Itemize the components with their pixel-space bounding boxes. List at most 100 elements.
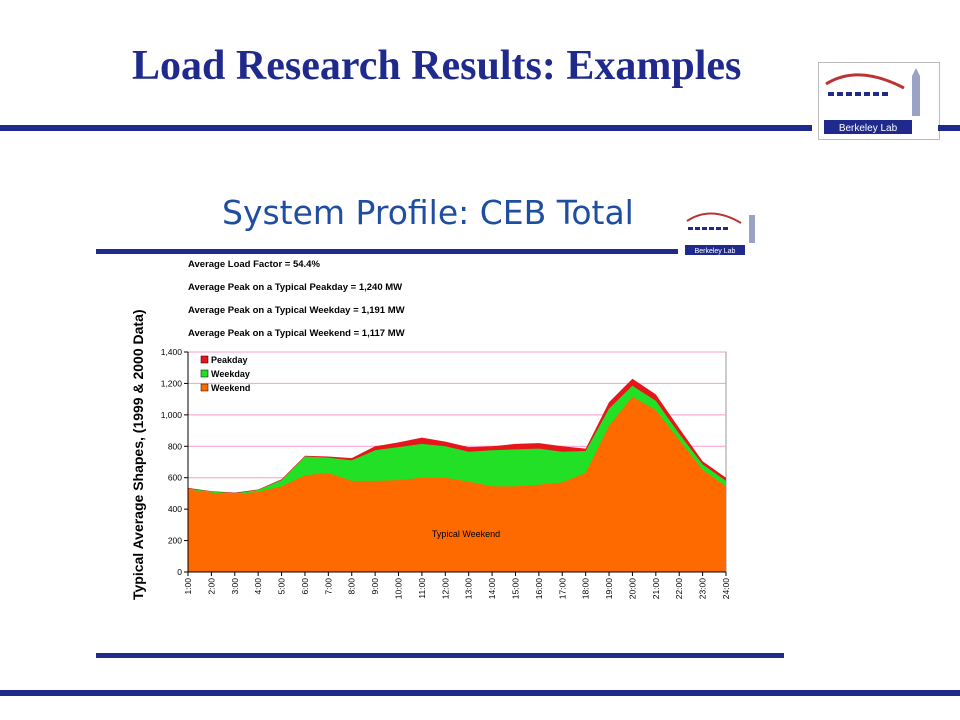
logo-text: Berkeley Lab xyxy=(839,123,898,134)
data-point-weekend xyxy=(351,480,353,482)
slide-title: Load Research Results: Examples xyxy=(132,43,742,89)
y-tick-label: 200 xyxy=(168,536,182,546)
x-tick-label: 23:00 xyxy=(698,578,708,600)
legend-label-weekend: Weekend xyxy=(211,383,250,393)
data-point-peakday xyxy=(491,446,493,448)
legend-swatch-weekend xyxy=(200,383,209,392)
data-point-weekend xyxy=(234,493,236,495)
data-point-weekday xyxy=(421,443,423,445)
header-divider xyxy=(0,125,812,131)
data-point-peakday xyxy=(445,441,447,443)
data-point-weekday xyxy=(445,446,447,448)
y-tick-label: 1,400 xyxy=(161,347,183,357)
header-divider-right xyxy=(938,125,960,131)
x-tick-label: 21:00 xyxy=(651,578,661,600)
data-point-peakday xyxy=(702,460,704,462)
data-point-weekend xyxy=(632,396,634,398)
x-tick-label: 2:00 xyxy=(206,578,216,595)
chart-title-underline xyxy=(96,249,678,254)
y-tick-label: 800 xyxy=(168,441,182,451)
data-point-weekend xyxy=(608,425,610,427)
annotation-typical-weekend: Typical Weekend xyxy=(432,529,500,539)
x-tick-label: 1:00 xyxy=(183,578,193,595)
y-tick-label: 600 xyxy=(168,473,182,483)
data-point-weekday xyxy=(655,400,657,402)
data-point-weekday xyxy=(515,449,517,451)
data-point-weekend xyxy=(655,409,657,411)
stat-load-factor: Average Load Factor = 54.4% xyxy=(188,259,320,270)
data-point-peakday xyxy=(468,446,470,448)
data-point-weekend xyxy=(445,477,447,479)
data-point-weekday xyxy=(702,464,704,466)
x-tick-label: 13:00 xyxy=(464,578,474,600)
data-point-peakday xyxy=(608,402,610,404)
data-point-peakday xyxy=(398,442,400,444)
data-point-weekend xyxy=(421,477,423,479)
x-tick-label: 4:00 xyxy=(253,578,263,595)
data-point-weekend xyxy=(328,472,330,474)
x-tick-label: 19:00 xyxy=(604,578,614,600)
data-point-weekend xyxy=(678,439,680,441)
data-point-peakday xyxy=(562,446,564,448)
data-point-weekend xyxy=(281,486,283,488)
data-point-weekend xyxy=(491,486,493,488)
data-point-weekday xyxy=(257,489,259,491)
x-tick-label: 24:00 xyxy=(721,578,731,600)
area-weekend xyxy=(188,396,726,572)
x-tick-label: 12:00 xyxy=(440,578,450,600)
data-point-weekday xyxy=(351,460,353,462)
data-point-weekday xyxy=(468,451,470,453)
x-tick-label: 10:00 xyxy=(394,578,404,600)
data-point-weekend xyxy=(211,492,213,494)
data-point-weekend xyxy=(304,475,306,477)
x-tick-label: 5:00 xyxy=(277,578,287,595)
data-point-weekday xyxy=(632,385,634,387)
y-tick-label: 400 xyxy=(168,504,182,514)
chart-title: System Profile: CEB Total xyxy=(222,193,634,232)
x-tick-label: 9:00 xyxy=(370,578,380,595)
data-point-peakday xyxy=(374,446,376,448)
legend-label-peakday: Peakday xyxy=(211,355,248,365)
data-point-weekday xyxy=(398,446,400,448)
legend-label-weekday: Weekday xyxy=(211,369,250,379)
footer-divider-inner xyxy=(96,653,784,658)
data-point-weekday xyxy=(725,480,727,482)
data-point-peakday xyxy=(351,457,353,459)
data-point-weekday xyxy=(374,449,376,451)
data-point-peakday xyxy=(585,448,587,450)
stats-block: Average Load Factor = 54.4% Average Peak… xyxy=(188,258,405,350)
x-tick-label: 17:00 xyxy=(557,578,567,600)
x-tick-label: 11:00 xyxy=(417,578,427,599)
data-point-weekend xyxy=(562,482,564,484)
x-tick-label: 8:00 xyxy=(347,578,357,595)
data-point-weekday xyxy=(281,479,283,481)
data-point-peakday xyxy=(632,378,634,380)
data-point-weekend xyxy=(702,469,704,471)
data-point-peakday xyxy=(655,394,657,396)
data-point-weekday xyxy=(608,408,610,410)
data-point-weekend xyxy=(374,480,376,482)
data-point-weekday xyxy=(562,451,564,453)
data-point-weekday xyxy=(538,448,540,450)
data-point-peakday xyxy=(678,427,680,429)
data-point-weekday xyxy=(491,449,493,451)
data-point-weekend xyxy=(468,481,470,483)
data-point-weekend xyxy=(538,484,540,486)
y-tick-label: 1,000 xyxy=(161,410,183,420)
data-point-weekend xyxy=(585,472,587,474)
stat-weekday: Average Peak on a Typical Weekday = 1,19… xyxy=(188,305,405,316)
y-tick-label: 0 xyxy=(177,567,182,577)
data-point-peakday xyxy=(515,443,517,445)
x-tick-label: 22:00 xyxy=(674,578,684,600)
footer-divider xyxy=(0,690,960,696)
data-point-weekday xyxy=(328,457,330,459)
stat-peakday: Average Peak on a Typical Peakday = 1,24… xyxy=(188,282,403,293)
data-point-peakday xyxy=(421,437,423,439)
logo-text-small: Berkeley Lab xyxy=(695,248,736,255)
data-point-weekend xyxy=(725,486,727,488)
data-point-weekend xyxy=(398,479,400,481)
x-tick-label: 6:00 xyxy=(300,578,310,595)
data-point-weekday xyxy=(678,433,680,435)
data-point-weekday xyxy=(585,450,587,452)
